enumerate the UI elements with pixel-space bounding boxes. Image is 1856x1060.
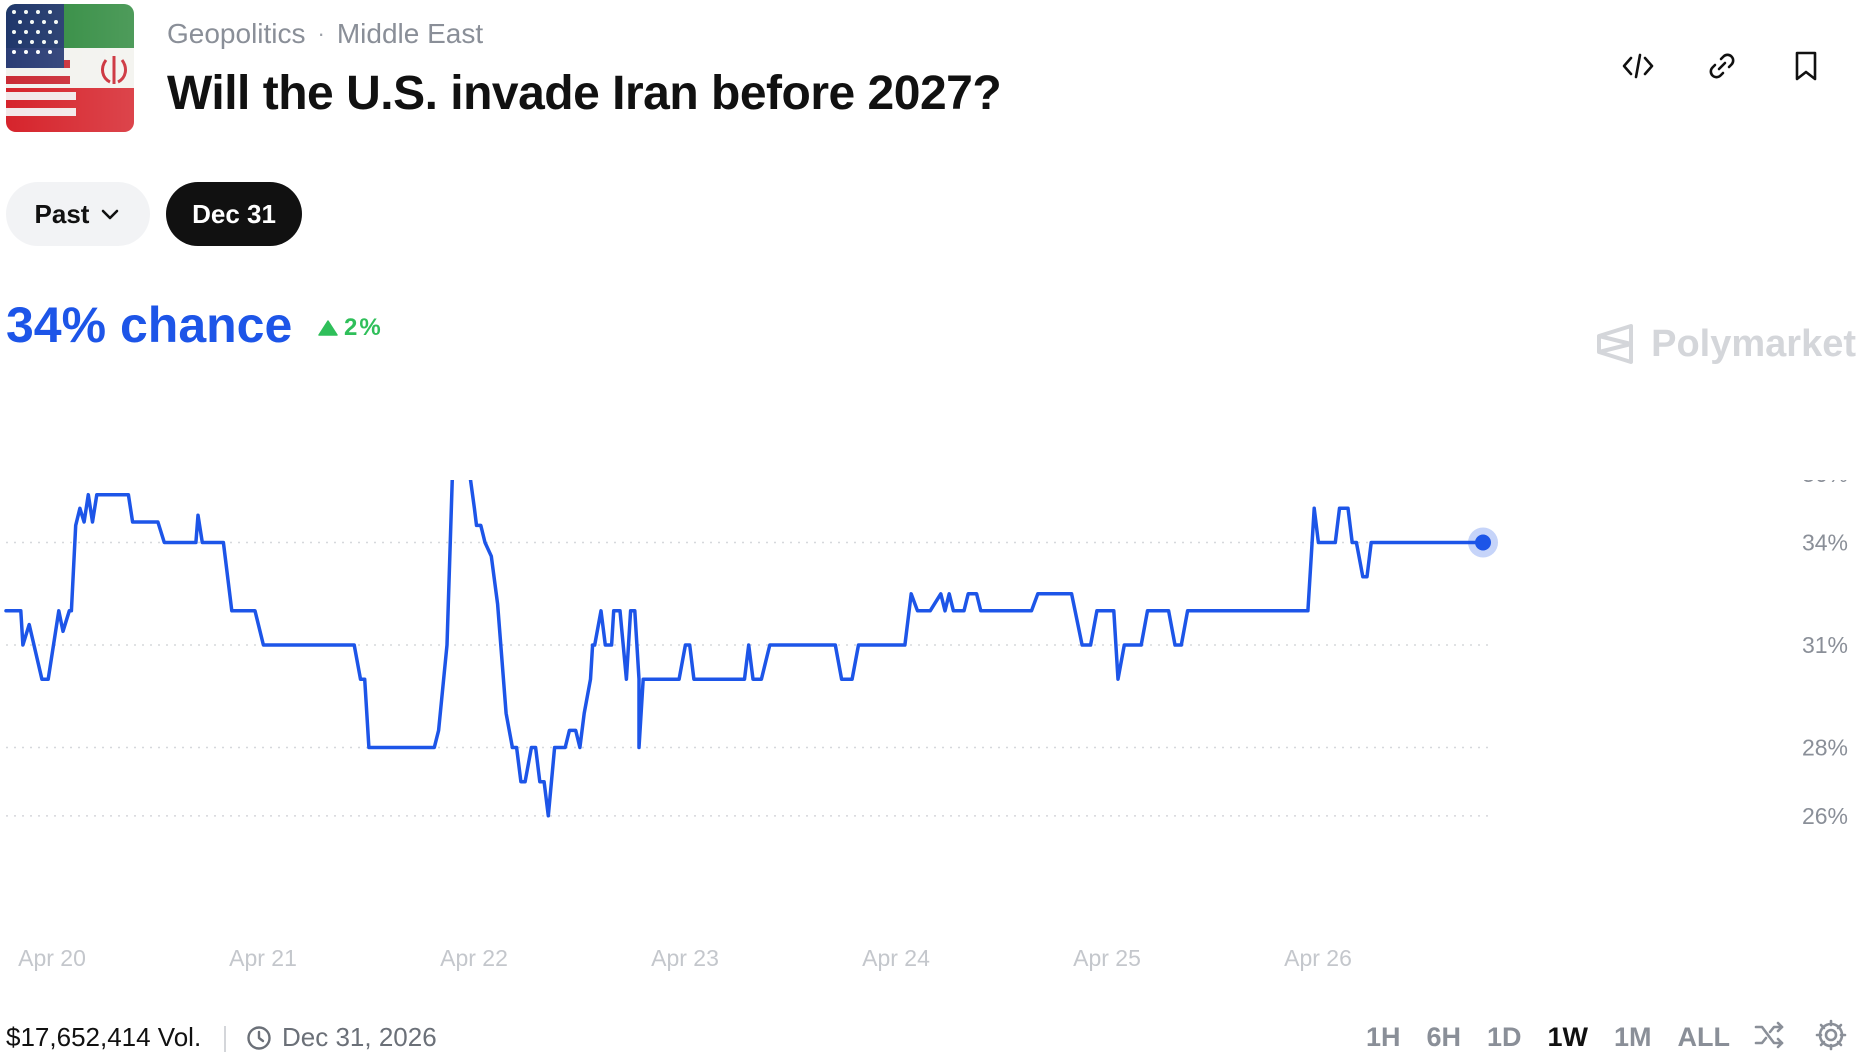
range-6h[interactable]: 6H — [1426, 1022, 1461, 1052]
change-badge: 2% — [318, 314, 383, 342]
x-tick-label: Apr 23 — [651, 945, 719, 971]
polymarket-watermark: Polymarket — [1593, 322, 1856, 366]
range-1w[interactable]: 1W — [1547, 1022, 1589, 1052]
x-tick-label: Apr 25 — [1073, 945, 1141, 971]
range-1h[interactable]: 1H — [1365, 1022, 1401, 1052]
y-tick-label: 31% — [1802, 632, 1848, 658]
shuffle-icon[interactable] — [1752, 1018, 1786, 1052]
y-tick-label: 28% — [1802, 735, 1848, 761]
x-tick-label: Apr 21 — [229, 945, 297, 971]
breadcrumb-middle-east[interactable]: Middle East — [336, 18, 484, 49]
x-tick-label: Apr 22 — [440, 945, 508, 971]
change-value: 2% — [344, 314, 383, 341]
settings-gear-icon[interactable] — [1814, 1018, 1848, 1052]
y-tick-label: 34% — [1802, 530, 1848, 556]
footer-divider — [224, 1026, 226, 1052]
embed-button[interactable] — [1618, 46, 1658, 86]
end-date: Dec 31, 2026 — [246, 1022, 437, 1053]
triangle-up-icon — [318, 320, 338, 336]
time-range-selector: 1H 6H 1D 1W 1M ALL — [1366, 1022, 1730, 1053]
y-tick-label: 36% — [1802, 480, 1848, 487]
date-chip-selected[interactable]: Dec 31 — [166, 182, 302, 246]
copy-link-button[interactable] — [1702, 46, 1742, 86]
x-tick-label: Apr 20 — [18, 945, 86, 971]
link-icon — [1709, 53, 1735, 79]
chance-value: 34% chance — [6, 297, 293, 353]
bookmark-icon — [1795, 51, 1817, 81]
market-actions — [1618, 46, 1826, 86]
market-title: Will the U.S. invade Iran before 2027? — [167, 67, 1002, 120]
series-line — [4, 480, 1485, 818]
x-tick-label: Apr 26 — [1284, 945, 1352, 971]
market-thumbnail — [6, 4, 134, 132]
range-1d[interactable]: 1D — [1486, 1022, 1522, 1052]
past-label: Past — [34, 198, 90, 229]
bookmark-button[interactable] — [1786, 46, 1826, 86]
x-axis: Apr 20 Apr 21 Apr 22 Apr 23 Apr 24 Apr 25 Apr … — [18, 945, 1352, 971]
embed-icon — [1622, 53, 1654, 79]
current-point — [1475, 534, 1492, 551]
price-chart[interactable]: 36% 34% 31% 28% 26% Apr 20 Apr 21 Apr 22 Apr 23… — [0, 480, 1856, 980]
us-iran-flag-image — [6, 4, 134, 132]
range-all[interactable]: ALL — [1677, 1022, 1730, 1052]
y-tick-label: 26% — [1802, 803, 1848, 829]
breadcrumb: Geopolitics · Middle East — [167, 18, 483, 50]
x-tick-label: Apr 24 — [862, 945, 930, 971]
breadcrumb-geopolitics[interactable]: Geopolitics — [167, 18, 306, 49]
end-date-text: Dec 31, 2026 — [282, 1022, 437, 1052]
y-axis: 36% 34% 31% 28% 26% — [1802, 480, 1848, 829]
chevron-down-icon — [102, 209, 119, 220]
chart-tools — [1752, 1018, 1848, 1052]
volume-text: $17,652,414 Vol. — [6, 1022, 202, 1052]
past-dropdown[interactable]: Past — [6, 182, 150, 246]
clock-icon — [247, 1025, 271, 1050]
range-1m[interactable]: 1M — [1614, 1022, 1652, 1052]
breadcrumb-separator: · — [317, 21, 325, 46]
watermark-text: Polymarket — [1651, 322, 1856, 365]
polymarket-logo-icon — [1597, 324, 1634, 364]
